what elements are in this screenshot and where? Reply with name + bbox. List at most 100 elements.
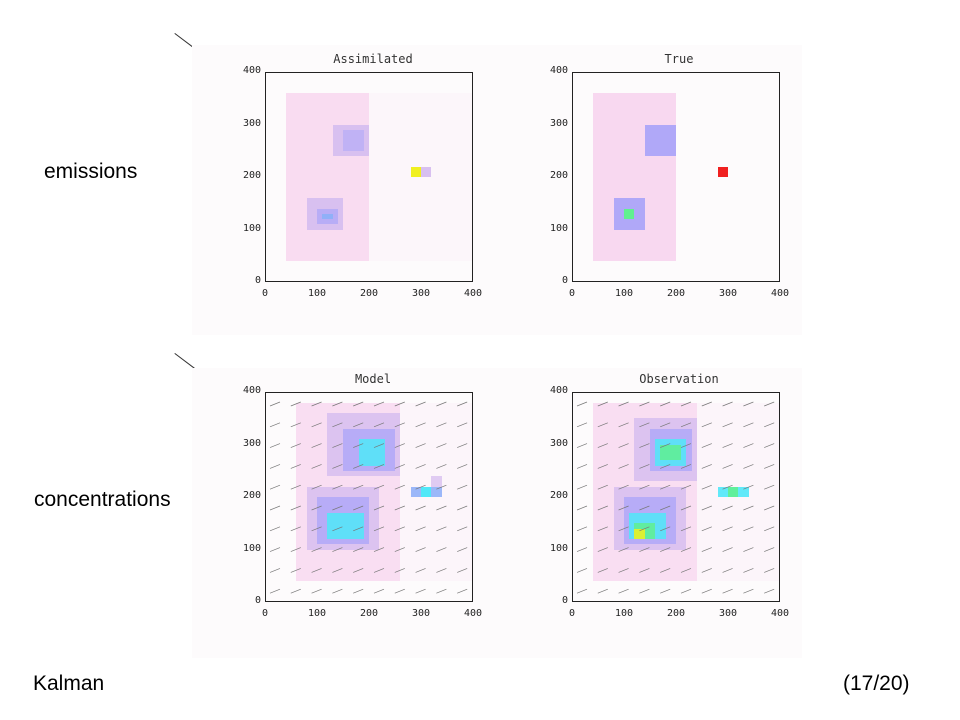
field-cell	[717, 166, 728, 177]
wind-arrow	[436, 526, 447, 532]
wind-arrow	[722, 547, 733, 552]
wind-arrow	[353, 401, 364, 407]
wind-arrow	[743, 422, 754, 428]
wind-arrow	[436, 505, 447, 511]
wind-arrow	[722, 526, 733, 532]
wind-arrow	[639, 401, 650, 407]
wind-arrow	[457, 547, 468, 552]
y-tick-label: 0	[561, 275, 568, 286]
wind-arrow	[680, 443, 692, 448]
wind-arrow	[660, 464, 671, 469]
wind-arrow	[639, 588, 650, 594]
wind-arrow	[311, 547, 322, 552]
wind-arrow	[597, 505, 608, 511]
wind-arrow	[576, 401, 588, 407]
wind-arrow	[576, 464, 588, 469]
field-cell	[431, 476, 442, 487]
wind-arrow	[373, 526, 385, 532]
field-cell	[410, 166, 421, 177]
wind-arrow	[353, 547, 364, 552]
wind-arrow	[394, 443, 405, 448]
wind-arrow	[597, 526, 608, 532]
wind-arrow	[311, 484, 322, 490]
wind-arrow	[660, 588, 671, 594]
y-tick-label: 400	[549, 385, 568, 396]
wind-arrow	[373, 484, 385, 490]
wind-arrow	[311, 422, 322, 428]
wind-arrow	[290, 505, 301, 511]
panel-title: Model	[320, 372, 426, 386]
wind-arrow	[743, 568, 754, 573]
wind-arrow	[701, 464, 712, 469]
wind-arrow	[436, 401, 447, 407]
wind-arrow	[764, 547, 775, 552]
wind-arrow	[639, 568, 650, 573]
wind-arrow	[394, 505, 405, 511]
wind-arrow	[373, 547, 385, 552]
plot-frame	[572, 72, 780, 282]
wind-arrow	[436, 484, 447, 490]
wind-arrow	[597, 443, 608, 448]
wind-arrow	[457, 422, 468, 428]
wind-arrow	[576, 443, 588, 448]
wind-arrow	[680, 588, 692, 594]
wind-arrow	[660, 484, 671, 490]
wind-arrow	[457, 464, 468, 469]
wind-arrow	[353, 422, 364, 428]
wind-arrow	[457, 568, 468, 573]
y-tick-label: 300	[242, 437, 261, 449]
wind-arrow	[457, 443, 468, 448]
wind-arrow	[290, 443, 301, 448]
wind-arrow	[311, 443, 322, 448]
wind-arrow	[373, 443, 385, 448]
wind-arrow	[764, 401, 775, 407]
wind-arrow	[639, 547, 650, 552]
field-cell	[728, 486, 739, 497]
wind-arrow	[680, 422, 692, 428]
wind-arrow	[701, 588, 712, 594]
wind-arrow	[290, 464, 301, 469]
wind-arrow	[597, 484, 608, 490]
wind-arrow	[353, 484, 364, 490]
wind-arrow	[415, 526, 426, 532]
field-cell	[592, 93, 676, 261]
wind-arrow	[680, 568, 692, 573]
wind-arrow	[639, 484, 650, 490]
y-tick-label: 200	[549, 490, 568, 501]
wind-arrow	[639, 505, 650, 511]
x-tick-label: 0	[261, 608, 269, 619]
wind-arrow	[743, 526, 754, 532]
wind-arrow	[394, 484, 405, 490]
wind-arrow	[639, 422, 650, 428]
wind-arrow	[269, 505, 281, 511]
wind-arrow	[415, 547, 426, 552]
wind-arrow	[332, 464, 343, 469]
wind-arrow	[597, 464, 608, 469]
wind-arrow	[332, 401, 343, 407]
wind-arrow	[290, 484, 301, 490]
x-tick-label: 400	[463, 608, 483, 619]
field-cell	[343, 129, 364, 151]
wind-arrow	[618, 547, 629, 552]
wind-arrow	[436, 422, 447, 428]
wind-arrow	[618, 422, 629, 428]
wind-arrows	[576, 401, 775, 594]
wind-arrow	[722, 422, 733, 428]
wind-arrow	[660, 443, 671, 448]
wind-arrow	[394, 588, 405, 594]
wind-arrow	[576, 526, 588, 532]
wind-arrow	[332, 568, 343, 573]
x-tick-label: 0	[568, 608, 576, 619]
wind-arrow	[353, 568, 364, 573]
x-tick-label: 400	[463, 288, 483, 299]
wind-arrow	[722, 443, 733, 448]
slash-mark-bottom	[174, 353, 195, 369]
wind-arrow	[597, 568, 608, 573]
wind-arrow	[269, 484, 281, 490]
wind-arrow	[290, 422, 301, 428]
wind-arrow	[576, 505, 588, 511]
plot-frame	[265, 392, 473, 602]
y-tick-label: 400	[242, 65, 261, 76]
wind-arrow	[743, 588, 754, 594]
wind-arrow	[701, 422, 712, 428]
